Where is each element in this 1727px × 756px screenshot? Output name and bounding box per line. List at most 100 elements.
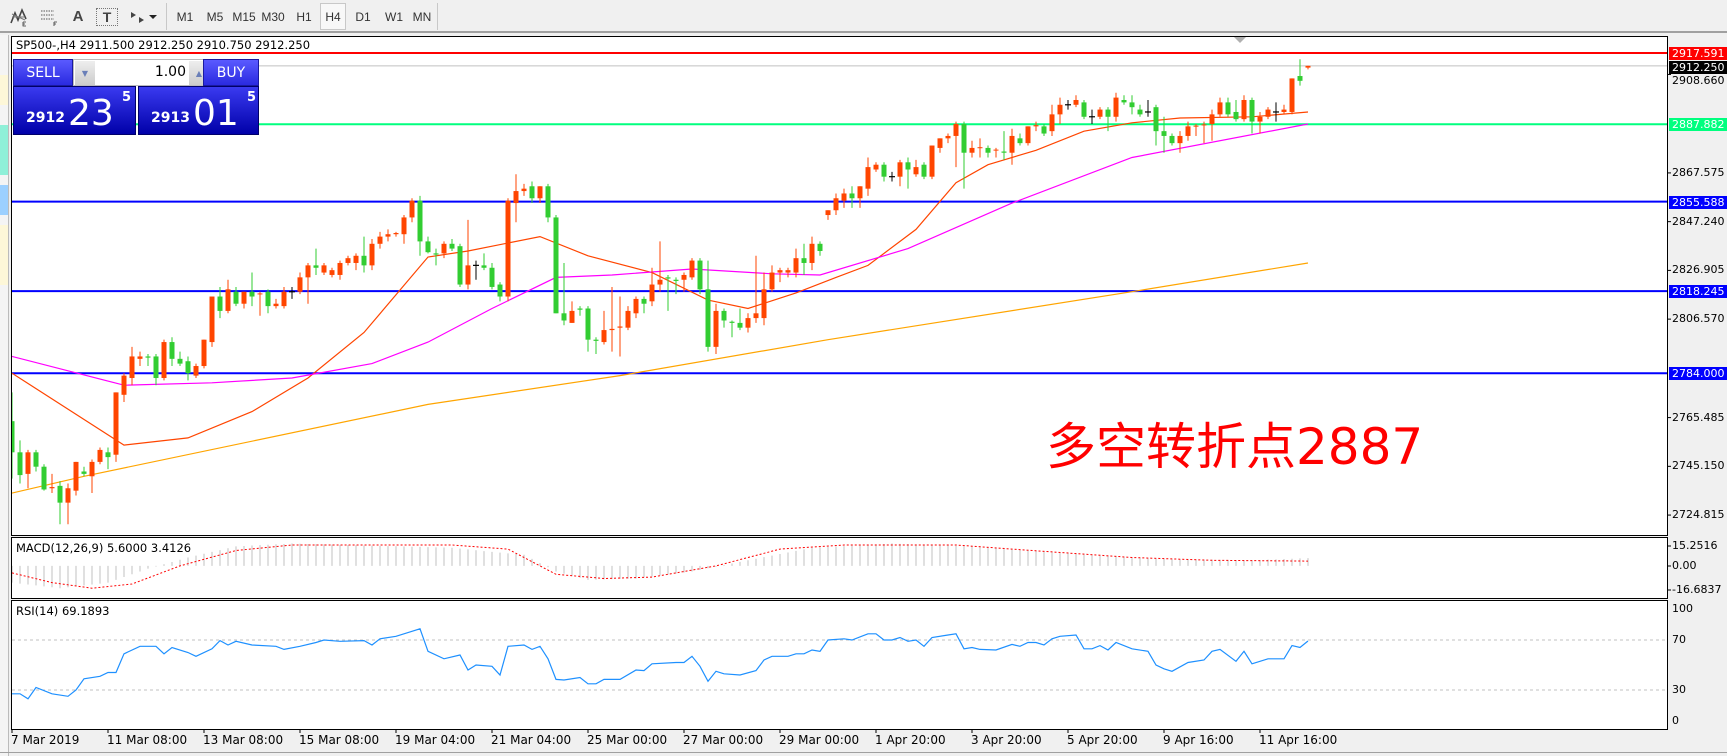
candle-body xyxy=(361,255,367,266)
candle-body xyxy=(41,466,47,490)
candle-body xyxy=(753,313,759,319)
timeframe-d1-button[interactable]: D1 xyxy=(355,9,371,24)
main-chart-pane[interactable]: SP500-,H4 2911.500 2912.250 2910.750 291… xyxy=(11,36,1668,536)
buy-button[interactable]: BUY xyxy=(203,59,259,86)
candle-body xyxy=(1097,109,1103,117)
time-tick-label: 1 Apr 20:00 xyxy=(875,733,946,747)
price-tick-label: 2867.575 xyxy=(1672,165,1725,179)
chart-shift-marker-icon[interactable] xyxy=(1234,37,1246,43)
price-tick-label: 2724.815 xyxy=(1672,508,1725,522)
time-tick-label: 15 Mar 08:00 xyxy=(299,733,380,747)
timeframe-m15-button[interactable]: M15 xyxy=(232,9,256,24)
text-label-icon[interactable]: T xyxy=(96,8,118,26)
candle-body xyxy=(649,284,655,302)
candle-body xyxy=(153,356,159,379)
timeframe-w1-button[interactable]: W1 xyxy=(385,9,403,24)
candle-body xyxy=(713,310,719,347)
candle-body xyxy=(729,321,735,323)
lot-size-stepper: ▼ 1.00 ▲ xyxy=(73,59,211,86)
candle-body xyxy=(401,217,407,235)
candle-body xyxy=(993,149,999,151)
candle-body xyxy=(1113,97,1119,117)
candle-body xyxy=(137,356,143,359)
candle-body xyxy=(489,267,495,287)
candle-body xyxy=(1257,116,1263,122)
macd-title: MACD(12,26,9) 5.6000 3.4126 xyxy=(16,541,192,555)
toolbar-separator xyxy=(166,3,167,30)
candle-body xyxy=(113,392,119,455)
buy-price-button[interactable]: 2913 01 5 xyxy=(138,86,259,135)
candle-body xyxy=(1241,99,1247,120)
time-tick-label: 27 Mar 00:00 xyxy=(683,733,764,747)
candle-body xyxy=(537,186,543,199)
text-icon[interactable]: A xyxy=(72,8,84,25)
arrows-dropdown-icon[interactable] xyxy=(126,3,160,30)
candle-body xyxy=(457,246,463,285)
rsi-line xyxy=(12,628,1309,700)
lot-decrease-button[interactable]: ▼ xyxy=(75,61,95,85)
sell-price-button[interactable]: 2912 23 5 xyxy=(13,86,136,135)
time-tick-label: 11 Apr 16:00 xyxy=(1259,733,1338,747)
candle-body xyxy=(577,308,583,310)
candle-body xyxy=(1233,111,1239,120)
candle-body xyxy=(217,296,223,311)
candle-body xyxy=(961,123,967,153)
candle-body xyxy=(1041,126,1047,134)
candle-body xyxy=(1025,126,1031,144)
candle-body xyxy=(1017,138,1023,144)
candle-body xyxy=(841,193,847,201)
rsi-pane[interactable]: RSI(14) 69.1893 xyxy=(11,600,1668,730)
candle-body xyxy=(89,461,95,477)
candle-body xyxy=(737,322,743,328)
candle-body xyxy=(905,162,911,170)
candle-body xyxy=(1217,102,1223,115)
buy-price-pips: 01 xyxy=(193,93,239,134)
candle-body xyxy=(697,260,703,290)
rsi-tick-label: 0 xyxy=(1672,714,1679,727)
macd-tick-label: 0.00 xyxy=(1672,559,1697,572)
candle-body xyxy=(705,289,711,347)
left-dock-panel xyxy=(0,35,9,756)
timeframe-m5-button[interactable]: M5 xyxy=(206,9,224,24)
macd-pane[interactable]: MACD(12,26,9) 5.6000 3.4126 xyxy=(11,537,1668,599)
lot-size-input[interactable]: 1.00 xyxy=(154,64,186,80)
candle-body xyxy=(449,243,455,249)
time-tick-label: 13 Mar 08:00 xyxy=(203,733,284,747)
candle-body xyxy=(377,236,383,244)
candle-body xyxy=(1121,99,1127,103)
candle-body xyxy=(513,191,519,204)
candle-body xyxy=(817,243,823,251)
macd-signal-line xyxy=(12,544,1309,589)
candle-body xyxy=(329,270,335,275)
elliott-wave-icon[interactable] xyxy=(8,3,30,30)
timeframe-m30-button[interactable]: M30 xyxy=(261,9,285,24)
candle-body xyxy=(849,193,855,199)
timeframe-h1-button[interactable]: H1 xyxy=(296,9,312,24)
sell-button[interactable]: SELL xyxy=(13,59,73,86)
candle-body xyxy=(921,164,927,177)
candle-body xyxy=(49,487,55,489)
candle-body xyxy=(657,279,663,285)
level-price-tag: 2784.000 xyxy=(1669,367,1727,381)
candle-body xyxy=(601,330,607,343)
candle-body xyxy=(681,274,687,280)
buy-price-major: 2913 xyxy=(151,110,190,126)
sell-price-fraction: 5 xyxy=(122,90,132,105)
candle-body xyxy=(57,485,63,503)
timeframe-mn-button[interactable]: MN xyxy=(412,9,432,24)
candle-body xyxy=(169,342,175,359)
timeframe-h4-button[interactable]: H4 xyxy=(320,3,346,30)
candle-body xyxy=(1009,135,1015,153)
timeframe-m1-button[interactable]: M1 xyxy=(176,9,194,24)
candle-body xyxy=(857,186,863,199)
candle-body xyxy=(569,310,575,323)
buy-price-fraction: 5 xyxy=(247,90,257,105)
candle-body xyxy=(233,291,239,304)
candle-body xyxy=(1249,99,1255,122)
candle-body xyxy=(529,186,535,199)
candle-body xyxy=(1153,107,1159,132)
rsi-tick-label: 100 xyxy=(1672,602,1693,615)
fibonacci-icon[interactable] xyxy=(38,3,60,30)
candle-body xyxy=(1105,109,1111,117)
